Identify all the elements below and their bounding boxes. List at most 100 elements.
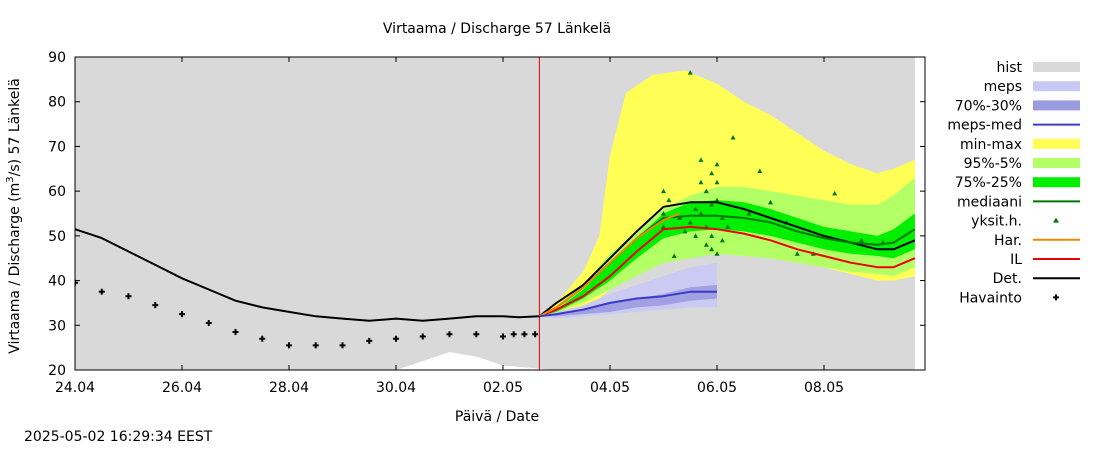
observation-point (125, 293, 132, 300)
x-tick-label: 08.05 (804, 380, 844, 396)
x-tick-label: 02.05 (483, 380, 523, 396)
observation-point (339, 342, 346, 349)
single-member-marker (698, 179, 704, 185)
legend-label-meps-med: meps-med (947, 118, 1022, 134)
chart-title: Virtaama / Discharge 57 Länkelä (383, 21, 611, 37)
x-axis-label: Päivä / Date (455, 409, 539, 425)
meps-band (539, 262, 717, 319)
single-member-marker (687, 219, 693, 225)
single-member-marker (832, 190, 838, 196)
single-member-marker (709, 233, 715, 238)
observation-point (500, 333, 506, 340)
single-member-marker (693, 233, 699, 238)
legend-swatch-min-max (1033, 138, 1080, 149)
meps-med-line (539, 290, 717, 318)
legend-label-70-30: 70%-30% (955, 98, 1022, 114)
single-member-marker (703, 242, 709, 247)
y-tick-label: 80 (48, 95, 66, 111)
legend-swatch-95-5 (1033, 158, 1080, 168)
single-member-marker (709, 202, 715, 207)
legend-label-meps: meps (984, 79, 1022, 95)
legend-label-il: IL (1010, 252, 1022, 268)
single-member-marker (698, 157, 704, 162)
observation-point (393, 335, 399, 342)
x-tick-label: 24.04 (55, 380, 95, 396)
single-member-marker (719, 215, 725, 220)
legend-swatch-yksit-h (1053, 217, 1059, 223)
y-tick-label: 30 (48, 318, 66, 334)
y-tick-label: 60 (48, 184, 66, 200)
observation-point (510, 331, 517, 338)
observation-point (205, 320, 212, 327)
y-tick-label: 50 (48, 229, 66, 245)
legend: hist meps 70%-30% meps-med min-max 95%-5% 75%-… (947, 60, 1080, 306)
det-line (75, 201, 916, 322)
single-member-marker (719, 237, 725, 243)
plot-layer (75, 57, 916, 370)
single-member-marker (693, 206, 699, 212)
legend-label-75-25: 75%-25% (955, 175, 1022, 191)
plot-frame (74, 56, 926, 371)
single-member-marker (768, 199, 773, 205)
single-member-marker (794, 251, 800, 256)
single-member-marker (661, 224, 666, 229)
observation-point (366, 337, 373, 344)
observation-point (446, 331, 453, 338)
observation-point (312, 342, 319, 349)
legend-label-har: Har. (994, 233, 1022, 249)
single-member-marker (661, 211, 666, 216)
y-axis-label: Virtaama / Discharge (m3/s) 57 Länkelä (5, 78, 23, 354)
single-member-marker (709, 170, 715, 176)
x-tick-label: 04.05 (590, 380, 630, 396)
legend-swatch-75-25 (1033, 177, 1080, 188)
x-tick-label: 30.04 (376, 380, 416, 396)
single-member-marker (725, 224, 731, 229)
legend-swatch-meps (1033, 81, 1080, 92)
observation-point (75, 279, 78, 286)
single-member-marker (666, 197, 672, 203)
single-member-marker (671, 253, 677, 258)
single-member-marker (687, 70, 693, 75)
legend-swatch-70-30 (1033, 100, 1080, 111)
single-member-marker (714, 197, 720, 203)
observation-point (98, 288, 105, 295)
legend-label-mediaani: mediaani (957, 194, 1022, 210)
single-member-marker (677, 215, 683, 220)
single-member-marker (661, 188, 666, 194)
p75-25-band (539, 200, 915, 317)
single-member-marker (682, 228, 688, 234)
il-line (539, 225, 916, 318)
observation-point (152, 302, 159, 309)
single-member-marker (698, 211, 704, 216)
single-member-marker (714, 179, 720, 185)
y-tick-label: 70 (48, 139, 66, 155)
legend-label-det: Det. (993, 271, 1022, 287)
single-member-marker (746, 211, 752, 216)
legend-label-min-max: min-max (960, 137, 1022, 153)
single-member-marker (757, 168, 763, 174)
legend-swatch-havainto (1053, 294, 1059, 301)
observation-point (286, 342, 292, 349)
legend-label-havainto: Havainto (959, 290, 1022, 306)
observation-point (232, 328, 239, 335)
single-member-marker (714, 251, 720, 256)
legend-label-yksit-h: yksit.h. (971, 214, 1022, 230)
x-tick-label: 26.04 (162, 380, 202, 396)
observation-point (179, 311, 185, 318)
y-tick-label: 20 (48, 363, 66, 379)
timestamp: 2025-05-02 16:29:34 EEST (24, 429, 213, 445)
y-tick-label: 90 (48, 50, 66, 66)
legend-label-95-5: 95%-5% (964, 156, 1022, 172)
single-member-marker (730, 134, 736, 140)
p95-5-band (539, 177, 915, 317)
observation-point (532, 331, 539, 338)
single-member-marker (714, 161, 720, 167)
single-member-marker (858, 237, 864, 243)
observation-point (521, 331, 528, 338)
observation-point (473, 331, 480, 338)
y-tick-label: 40 (48, 274, 66, 290)
x-tick-label: 06.05 (697, 380, 737, 396)
observation-point (259, 335, 266, 342)
single-member-marker (709, 246, 715, 252)
